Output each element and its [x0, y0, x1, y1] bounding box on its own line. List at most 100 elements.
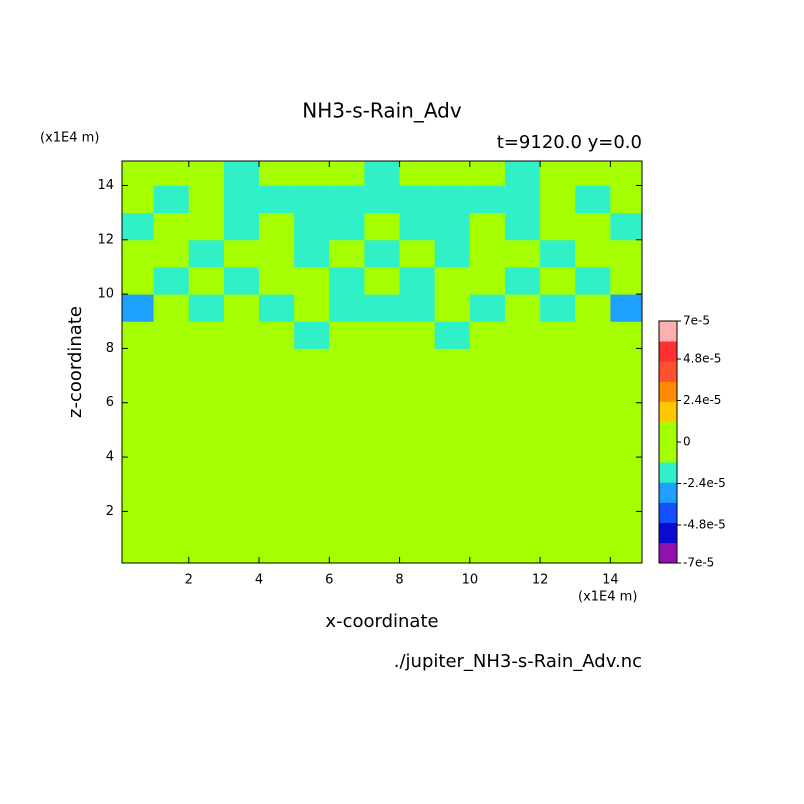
- field-cell: [259, 294, 295, 322]
- field-cell: [188, 375, 225, 404]
- field-cell: [223, 294, 260, 322]
- field-cell: [122, 239, 155, 268]
- field-cell: [364, 266, 401, 295]
- field-cell: [610, 457, 643, 485]
- field-cell: [364, 212, 401, 241]
- field-cell: [575, 538, 611, 564]
- field-cell: [259, 484, 295, 512]
- field-cell: [259, 239, 295, 268]
- y-tick-label: 8: [106, 341, 114, 356]
- field-cell: [610, 538, 643, 564]
- field: [122, 161, 643, 564]
- x-tick-label: 4: [255, 573, 263, 588]
- field-cell: [364, 484, 401, 512]
- field-cell: [610, 321, 643, 349]
- field-cell: [469, 511, 506, 540]
- field-cell: [610, 266, 643, 295]
- field-cell: [259, 429, 295, 458]
- field-cell: [504, 239, 541, 268]
- field-cell: [122, 511, 155, 540]
- field-cell: [188, 457, 225, 485]
- field-cell: [575, 511, 611, 540]
- field-cell: [469, 429, 506, 458]
- field-cell: [153, 375, 190, 404]
- field-cell: [294, 348, 330, 377]
- field-cell: [399, 348, 436, 377]
- field-cell: [504, 538, 541, 564]
- field-cell: [153, 185, 190, 214]
- field-cell: [540, 457, 576, 485]
- field-cell: [540, 294, 576, 322]
- chart-title: NH3-s-Rain_Adv: [302, 99, 462, 123]
- field-cell: [259, 375, 295, 404]
- field-cell: [188, 294, 225, 322]
- field-cell: [294, 239, 330, 268]
- field-cell: [294, 484, 330, 512]
- field-cell: [153, 457, 190, 485]
- field-cell: [575, 375, 611, 404]
- field-cell: [504, 185, 541, 214]
- field-cell: [364, 348, 401, 377]
- field-cell: [610, 511, 643, 540]
- field-cell: [188, 266, 225, 295]
- field-cell: [329, 266, 365, 295]
- field-cell: [399, 239, 436, 268]
- field-cell: [399, 484, 436, 512]
- field-cell: [294, 321, 330, 349]
- field-cell: [364, 375, 401, 404]
- field-cell: [540, 321, 576, 349]
- axes: 2 4 6 8 10 12 14 2 4 6 8 10 12 14 7e-5 4.8e-5 2.4e-5 0 -2.…: [97, 160, 726, 588]
- field-cell: [504, 484, 541, 512]
- field-cell: [399, 402, 436, 431]
- field-cell: [122, 402, 155, 431]
- colorbar-tick-label: -7e-5: [683, 556, 714, 570]
- field-cell: [364, 321, 401, 349]
- field-cell: [122, 348, 155, 377]
- field-cell: [364, 239, 401, 268]
- field-cell: [434, 161, 471, 186]
- field-cell: [153, 484, 190, 512]
- colorbar-segment: [659, 421, 677, 443]
- field-cell: [188, 161, 225, 186]
- field-cell: [153, 511, 190, 540]
- field-cell: [122, 185, 155, 214]
- field-cell: [434, 457, 471, 485]
- field-cell: [504, 429, 541, 458]
- field-cell: [329, 185, 365, 214]
- field-cell: [223, 511, 260, 540]
- field-cell: [223, 484, 260, 512]
- field-cell: [223, 266, 260, 295]
- field-cell: [188, 239, 225, 268]
- field-cell: [329, 402, 365, 431]
- field-cell: [469, 212, 506, 241]
- colorbar-tick-label: 7e-5: [683, 314, 710, 328]
- field-cell: [294, 161, 330, 186]
- field-cell: [504, 375, 541, 404]
- field-cell: [259, 538, 295, 564]
- field-cell: [575, 239, 611, 268]
- field-cell: [575, 429, 611, 458]
- field-cell: [329, 429, 365, 458]
- field-cell: [469, 484, 506, 512]
- field-cell: [122, 429, 155, 458]
- colorbar-segment: [659, 462, 677, 483]
- colorbar-segment: [659, 502, 677, 523]
- field-cell: [294, 402, 330, 431]
- field-cell: [259, 511, 295, 540]
- field-cell: [469, 239, 506, 268]
- field-cell: [364, 402, 401, 431]
- field-cell: [610, 185, 643, 214]
- field-cell: [223, 538, 260, 564]
- field-cell: [610, 161, 643, 186]
- field-cell: [575, 161, 611, 186]
- field-cell: [364, 294, 401, 322]
- field-cell: [399, 429, 436, 458]
- field-cell: [122, 484, 155, 512]
- field-cell: [153, 402, 190, 431]
- field-cell: [259, 402, 295, 431]
- field-cell: [434, 538, 471, 564]
- field-cell: [329, 484, 365, 512]
- field-cell: [153, 348, 190, 377]
- colorbar-segment: [659, 542, 677, 564]
